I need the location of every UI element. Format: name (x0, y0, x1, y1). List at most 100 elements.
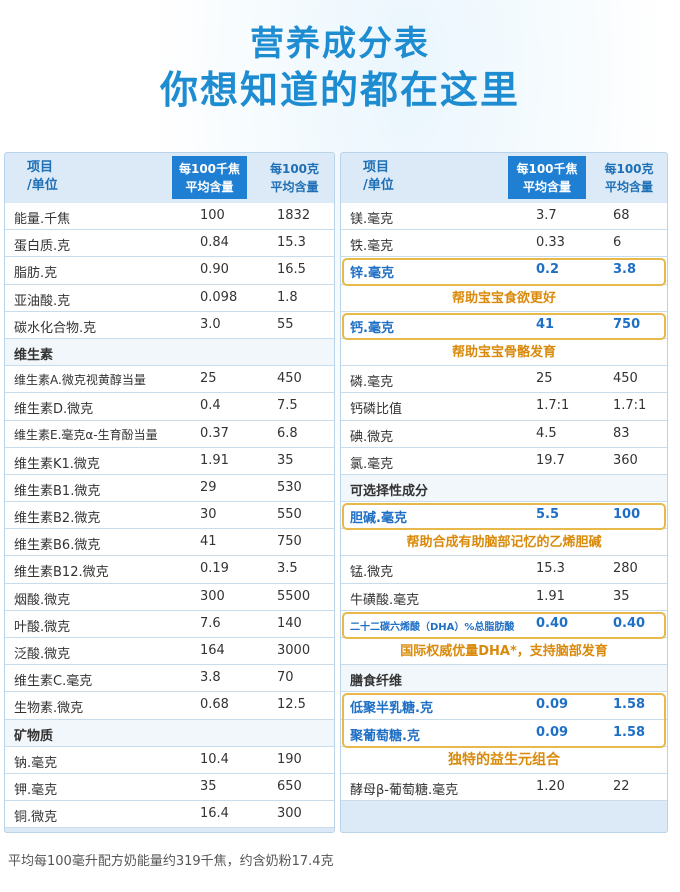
value-per-100g: 550 (277, 507, 302, 523)
nutrient-name: 维生素B12.微克 (14, 565, 109, 581)
nutrient-name: 铁.毫克 (350, 239, 394, 255)
value-per-100kj: 0.40 (536, 615, 569, 631)
page-title: 营养成分表 你想知道的都在这里 (0, 22, 680, 114)
value-per-100g: 22 (613, 778, 630, 794)
table-row: 锰.微克 15.3 280 (341, 556, 667, 584)
value-per-100kj: 0.33 (536, 235, 565, 251)
value-per-100g: 100 (613, 507, 641, 523)
header-per-100g: 每100克 平均含量 (257, 156, 332, 199)
value-per-100kj: 0.84 (200, 235, 229, 251)
value-per-100kj: 15.3 (536, 561, 565, 577)
value-per-100g: 450 (613, 371, 638, 387)
value-per-100g: 6.8 (277, 425, 298, 441)
nutrient-name: 膳食纤维 (350, 674, 403, 690)
value-per-100g: 450 (277, 371, 302, 387)
left-rows: 能量.千焦 100 1832 蛋白质.克 0.84 15.3 脂肪.克 0.90 16.5 亚油酸… (5, 203, 334, 829)
value-per-100g: 35 (277, 452, 294, 468)
table-row: 氯.毫克 19.7 360 (341, 447, 667, 475)
value-per-100kj: 25 (200, 371, 217, 387)
value-per-100g: 5500 (277, 588, 311, 604)
section-row: 矿物质 (5, 719, 334, 747)
value-per-100kj: 41 (200, 534, 217, 550)
value-per-100kj: 300 (200, 588, 225, 604)
value-per-100kj: 1.91 (536, 588, 565, 604)
section-row: 膳食纤维 (341, 665, 667, 693)
value-per-100kj: 19.7 (536, 452, 565, 468)
table-row: 维生素A.微克视黄醇当量 25 450 (5, 366, 334, 394)
nutrient-name: 钙磷比值 (350, 402, 403, 418)
title-line-2: 你想知道的都在这里 (159, 68, 520, 112)
left-nutrition-table: 项目 /单位 每100千焦 平均含量 每100克 平均含量 能量.千焦 100 18… (4, 152, 335, 833)
value-per-100kj: 0.09 (536, 697, 569, 713)
table-row: 低聚半乳糖.克 0.09 1.58 (341, 692, 667, 720)
nutrient-name: 锌.毫克 (350, 266, 394, 282)
table-row: 锌.毫克 0.2 3.8 (341, 257, 667, 285)
value-per-100g: 530 (277, 479, 302, 495)
table-row: 钙.毫克 41 750 (341, 311, 667, 339)
nutrient-name: 碘.微克 (350, 429, 394, 445)
table-row: 牛磺酸.毫克 1.91 35 (341, 583, 667, 611)
value-per-100g: 7.5 (277, 398, 298, 414)
nutrient-name: 维生素A.微克视黄醇当量 (14, 373, 146, 388)
value-per-100g: 83 (613, 425, 630, 441)
value-per-100g: 1.58 (613, 724, 646, 740)
value-per-100g: 35 (613, 588, 630, 604)
table-row: 脂肪.克 0.90 16.5 (5, 257, 334, 285)
benefit-note: 国际权威优量DHA*，支持脑部发育 (341, 638, 667, 666)
nutrient-name: 维生素B6.微克 (14, 538, 101, 554)
header-per-100kj-line1: 每100千焦 (178, 162, 241, 176)
value-per-100kj: 30 (200, 507, 217, 523)
table-row: 维生素C.毫克 3.8 70 (5, 665, 334, 693)
table-row: 维生素D.微克 0.4 7.5 (5, 393, 334, 421)
nutrient-name: 牛磺酸.毫克 (350, 592, 420, 608)
benefit-note: 帮助宝宝骨骼发育 (341, 338, 667, 367)
value-per-100g: 750 (277, 534, 302, 550)
table-row: 维生素E.毫克α-生育酚当量 0.37 6.8 (5, 420, 334, 448)
value-per-100g: 140 (277, 615, 302, 631)
right-nutrition-table: 项目 /单位 每100千焦 平均含量 每100克 平均含量 镁.毫克 3.7 68 铁… (340, 152, 668, 833)
value-per-100g: 70 (277, 670, 294, 686)
value-per-100g: 12.5 (277, 697, 306, 713)
header-per-100g-line1: 每100克 (604, 162, 654, 176)
benefit-note: 帮助宝宝食欲更好 (341, 284, 667, 312)
header-per-100kj-line1: 每100千焦 (516, 162, 578, 176)
footer-note: 平均每100毫升配方奶能量约319千焦，约含奶粉17.4克 (8, 854, 334, 869)
nutrient-name: 蛋白质.克 (14, 239, 71, 255)
table-row: 能量.千焦 100 1832 (5, 203, 334, 231)
benefit-note: 独特的益生元组合 (341, 746, 667, 774)
value-per-100kj: 1.7:1 (536, 398, 570, 414)
value-per-100kj: 3.0 (200, 316, 221, 332)
value-per-100g: 650 (277, 778, 302, 794)
nutrient-name: 维生素E.毫克α-生育酚当量 (14, 427, 158, 442)
value-per-100g: 280 (613, 561, 638, 577)
nutrient-name: 维生素D.微克 (14, 402, 94, 418)
table-row: 镁.毫克 3.7 68 (341, 203, 667, 231)
nutrient-name: 矿物质 (14, 728, 54, 744)
value-per-100kj: 164 (200, 643, 225, 658)
header-item-label: 项目 (27, 160, 54, 175)
value-per-100g: 68 (613, 208, 630, 223)
value-per-100kj: 0.4 (200, 398, 221, 414)
table-row: 聚葡萄糖.克 0.09 1.58 (341, 719, 667, 747)
table-row: 蛋白质.克 0.84 15.3 (5, 230, 334, 258)
value-per-100kj: 0.19 (200, 561, 229, 577)
value-per-100g: 750 (613, 316, 641, 332)
value-per-100kj: 7.6 (200, 615, 221, 631)
table-row: 叶酸.微克 7.6 140 (5, 610, 334, 638)
nutrient-name: 钾.毫克 (14, 782, 58, 798)
table-row: 生物素.微克 0.68 12.5 (5, 692, 334, 720)
value-per-100kj: 25 (536, 371, 553, 387)
table-row: 胆碱.毫克 5.5 100 (341, 502, 667, 530)
section-row: 可选择性成分 (341, 474, 667, 503)
table-row: 泛酸.微克 164 3000 (5, 638, 334, 666)
table-row: 维生素B12.微克 0.19 3.5 (5, 556, 334, 584)
value-per-100kj: 10.4 (200, 751, 229, 767)
value-per-100g: 6 (613, 235, 622, 251)
table-row: 维生素K1.微克 1.91 35 (5, 447, 334, 475)
nutrient-name: 锰.微克 (350, 565, 394, 581)
nutrient-name: 维生素 (14, 347, 54, 363)
nutrient-name: 氯.毫克 (350, 456, 394, 472)
value-per-100kj: 35 (200, 778, 217, 794)
table-row: 铜.微克 16.4 300 (5, 801, 334, 829)
value-per-100kj: 0.68 (200, 697, 229, 713)
